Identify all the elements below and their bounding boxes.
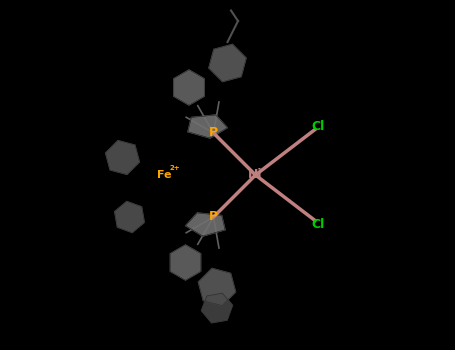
Text: Ni: Ni (248, 168, 263, 182)
Text: Cl: Cl (312, 119, 325, 133)
Text: 2+: 2+ (170, 165, 180, 171)
Polygon shape (198, 268, 236, 306)
Polygon shape (209, 44, 246, 82)
Polygon shape (186, 213, 225, 236)
Polygon shape (115, 202, 144, 232)
Text: P: P (209, 126, 218, 140)
Text: P: P (209, 210, 218, 224)
Polygon shape (202, 293, 233, 323)
Polygon shape (174, 70, 204, 105)
Text: Fe: Fe (157, 170, 172, 180)
Polygon shape (188, 115, 228, 138)
Polygon shape (106, 141, 139, 174)
Text: Cl: Cl (312, 217, 325, 231)
Polygon shape (170, 245, 201, 280)
